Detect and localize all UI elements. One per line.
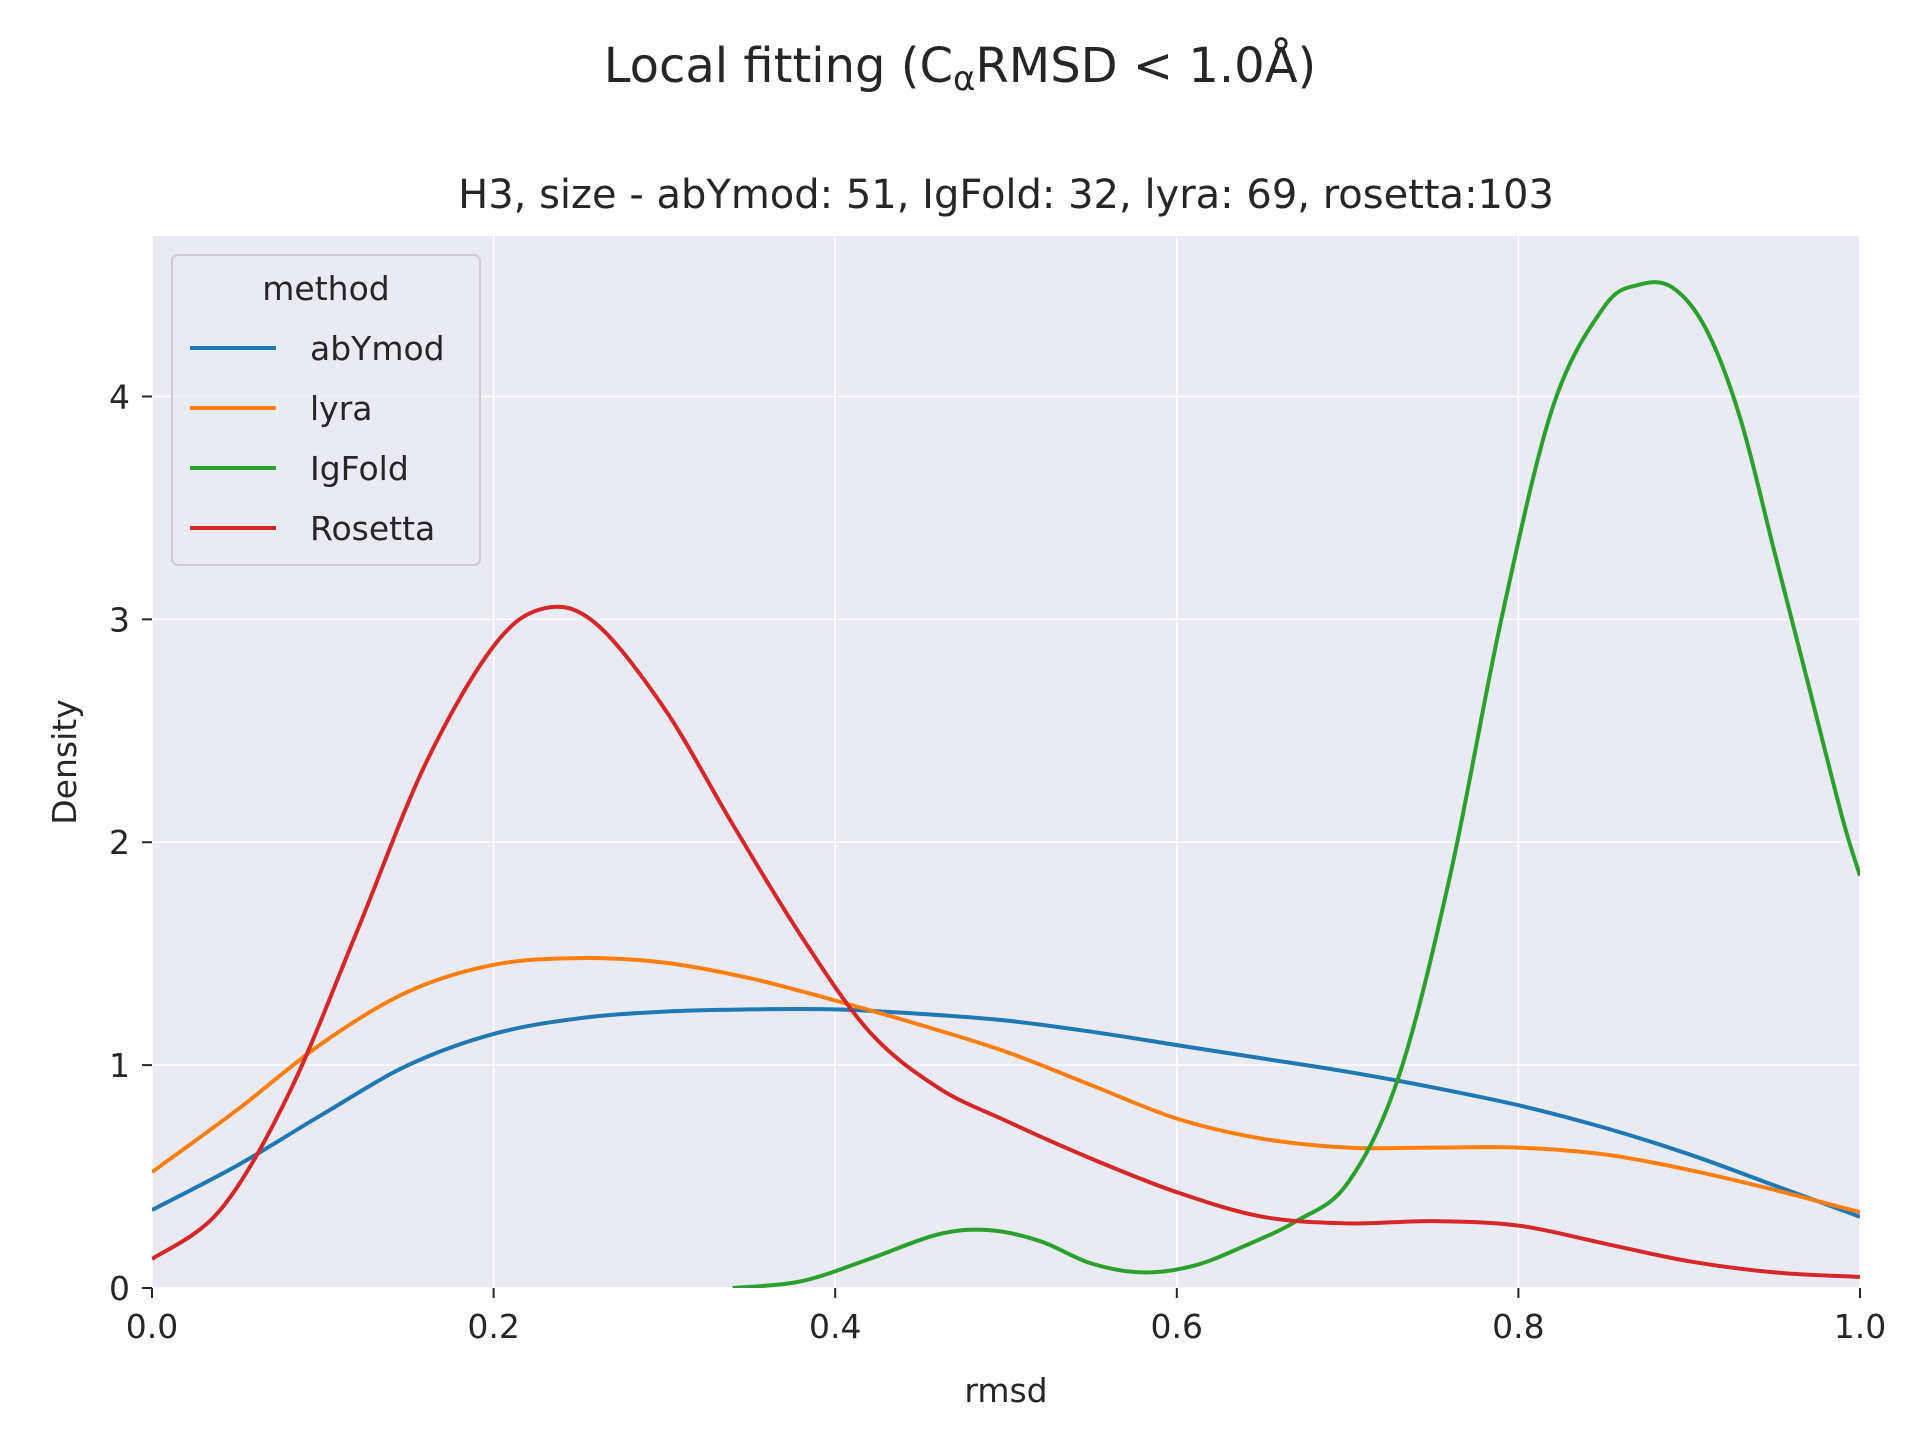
chart-subtitle: H3, size - abYmod: 51, IgFold: 32, lyra:… bbox=[458, 172, 1554, 218]
series-line-lyra bbox=[152, 956, 1860, 1215]
legend-label-lyra: lyra bbox=[310, 389, 373, 428]
x-tick-label: 0.6 bbox=[1151, 1307, 1203, 1346]
x-axis-label: rmsd bbox=[964, 1371, 1047, 1410]
y-tick-label: 4 bbox=[109, 377, 130, 416]
x-tick-label: 0.2 bbox=[467, 1307, 519, 1346]
y-axis-label: Density bbox=[45, 699, 84, 824]
legend-label-igfold: IgFold bbox=[310, 449, 409, 488]
x-axis: 0.0 0.2 0.4 0.6 0.8 1.0 bbox=[126, 1288, 1886, 1346]
chart-title: Local fitting (CαRMSD < 1.0Å) bbox=[604, 37, 1317, 99]
legend-label-rosetta: Rosetta bbox=[310, 509, 435, 548]
legend-title: method bbox=[262, 269, 389, 308]
series-line-abymod bbox=[152, 1006, 1860, 1219]
series-line-igfold bbox=[732, 280, 1860, 1288]
chart-title-subscript: α bbox=[953, 59, 975, 99]
y-tick-label: 1 bbox=[109, 1046, 130, 1085]
series-line-rosetta bbox=[152, 604, 1860, 1279]
legend-items: abYmod lyra IgFold Rosetta bbox=[190, 329, 445, 548]
x-tick-label: 0.8 bbox=[1492, 1307, 1544, 1346]
x-tick-label: 0.4 bbox=[809, 1307, 861, 1346]
y-tick-label: 3 bbox=[109, 600, 130, 639]
y-axis: 0 1 2 3 4 bbox=[109, 377, 152, 1308]
grid-lines bbox=[151, 236, 1861, 1289]
y-tick-label: 0 bbox=[109, 1269, 130, 1308]
y-tick-label: 2 bbox=[109, 823, 130, 862]
chart-title-rest: RMSD < 1.0Å) bbox=[975, 37, 1316, 94]
legend: method abYmod lyra IgFold Rosetta bbox=[171, 254, 481, 566]
series-lines bbox=[152, 280, 1860, 1288]
legend-box bbox=[171, 254, 481, 566]
x-tick-label: 0.0 bbox=[126, 1307, 178, 1346]
legend-label-abymod: abYmod bbox=[310, 329, 445, 368]
x-tick-label: 1.0 bbox=[1834, 1307, 1886, 1346]
